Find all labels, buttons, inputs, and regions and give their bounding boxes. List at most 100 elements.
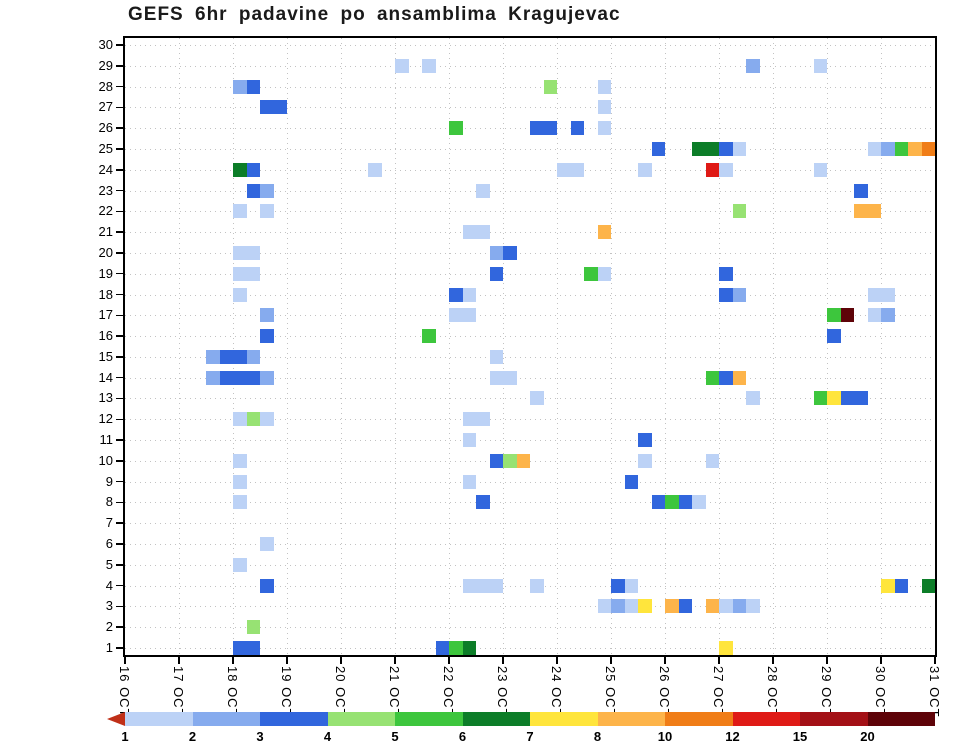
y-tick-label: 6 [105, 536, 113, 552]
y-tick-label: 13 [98, 390, 113, 406]
heat-cell [260, 412, 274, 427]
grid-line-vertical [179, 38, 180, 655]
heat-cell [503, 245, 517, 260]
x-tick-label: 29 OCT [819, 666, 834, 718]
y-axis-tick [116, 647, 123, 649]
heat-cell [503, 453, 517, 468]
heat-cell [246, 620, 260, 635]
y-axis-tick [116, 106, 123, 109]
x-tick-label: 30 OCT [873, 666, 888, 718]
x-tick-label: 25 OCT [603, 666, 618, 718]
heat-cell [260, 329, 274, 344]
y-axis-tick [116, 584, 123, 587]
y-axis-tick [116, 252, 123, 254]
heat-cell [597, 225, 611, 240]
heat-cell [233, 266, 247, 281]
grid-line-vertical [881, 38, 882, 655]
heat-cell [462, 578, 476, 593]
y-axis-tick [116, 543, 123, 545]
y-axis-tick [116, 605, 123, 608]
heat-cell [273, 100, 287, 115]
heat-cell [705, 453, 719, 468]
x-tick-label: 23 OCT [495, 666, 510, 718]
heat-cell [233, 370, 247, 385]
legend-segment [462, 712, 530, 726]
heat-cell [233, 412, 247, 427]
grid-line-vertical [719, 38, 720, 655]
heat-cell [530, 391, 544, 406]
heat-cell [611, 578, 625, 593]
heat-cell [246, 162, 260, 177]
heat-cell [692, 141, 706, 156]
heat-cell [489, 453, 503, 468]
y-tick-label: 9 [105, 473, 113, 489]
heat-cell [867, 204, 881, 219]
grid-line-vertical [503, 38, 504, 655]
heat-cell [233, 557, 247, 572]
heat-cell [597, 100, 611, 115]
heat-cell [219, 370, 233, 385]
heat-cell [732, 370, 746, 385]
heat-cell [570, 162, 584, 177]
x-axis-tick [286, 657, 288, 664]
heat-cell [260, 537, 274, 552]
grid-line-horizontal [125, 606, 935, 608]
heat-cell [746, 391, 760, 406]
y-tick-label: 18 [98, 286, 113, 302]
grid-line-vertical [287, 38, 288, 655]
y-tick-label: 29 [98, 57, 113, 73]
y-tick-label: 4 [105, 577, 113, 593]
grid-line-horizontal [125, 460, 935, 462]
heat-cell [854, 204, 868, 219]
y-axis-tick [116, 127, 123, 129]
grid-line-horizontal [125, 86, 935, 88]
y-tick-label: 8 [105, 494, 113, 510]
heat-cell [233, 349, 247, 364]
heat-cell [489, 266, 503, 281]
legend-segment [597, 712, 665, 726]
y-axis-tick [116, 460, 123, 462]
grid-line-horizontal [125, 45, 935, 46]
heat-cell [233, 245, 247, 260]
heat-cell [246, 370, 260, 385]
x-tick-label: 19 OCT [279, 666, 294, 718]
heat-cell [422, 58, 436, 73]
grid-line-horizontal [125, 440, 935, 442]
heat-cell [530, 578, 544, 593]
heat-cell [705, 370, 719, 385]
heat-cell [921, 578, 935, 593]
legend-segment [327, 712, 395, 726]
heat-cell [543, 79, 557, 94]
y-axis-tick [116, 169, 123, 171]
heat-cell [692, 495, 706, 510]
heat-cell [705, 141, 719, 156]
heat-cell [881, 141, 895, 156]
heat-cell [489, 370, 503, 385]
y-axis-tick [116, 44, 123, 46]
y-axis-tick [116, 376, 123, 379]
grid-line-horizontal [125, 190, 935, 192]
y-axis-tick [116, 439, 123, 441]
heat-cell [746, 599, 760, 614]
heat-cell [638, 599, 652, 614]
heat-cell [503, 370, 517, 385]
x-axis-tick [178, 657, 180, 664]
grid-line-horizontal [125, 544, 935, 546]
y-tick-label: 15 [98, 348, 113, 364]
y-axis-tick [116, 314, 123, 317]
x-axis-tick [934, 657, 936, 664]
grid-line-horizontal [125, 377, 935, 379]
heat-cell [813, 391, 827, 406]
legend-segment [665, 712, 733, 726]
grid-line-horizontal [125, 211, 935, 213]
x-tick-label: 16 OCT [117, 666, 132, 718]
legend-min-arrow [107, 712, 125, 726]
x-axis-tick [340, 657, 342, 664]
y-axis-tick [116, 626, 123, 628]
heat-cell [854, 391, 868, 406]
x-axis-tick [394, 657, 396, 664]
heat-cell [894, 141, 908, 156]
y-axis-tick [116, 356, 123, 358]
heat-cell [719, 266, 733, 281]
